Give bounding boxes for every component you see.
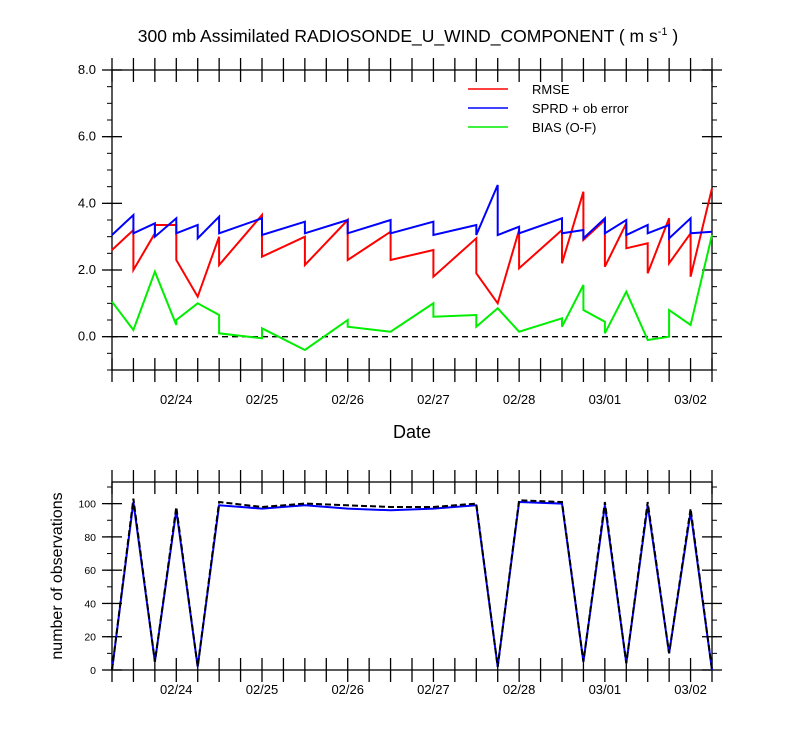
top-x-tick-label: 02/26 [331,392,364,407]
bottom-x-tick-label: 02/24 [160,682,193,697]
bottom-y-tick-labels: 100 80 60 40 20 0 [78,499,96,677]
top-y-tick-label: 0.0 [78,329,96,344]
top-x-tick-label: 02/25 [246,392,279,407]
top-series-sprd-ob-error [111,184,713,241]
top-x-tick-label: 02/27 [417,392,450,407]
bottom-x-tick-label: 02/28 [503,682,536,697]
top-series-bias-o-f [111,234,713,352]
top-x-tick-label: 03/01 [589,392,622,407]
legend: RMSE SPRD + ob error BIAS (O-F) [468,82,629,135]
top-y-tick-label: 8.0 [78,62,96,77]
bottom-x-tick-label: 02/25 [246,682,279,697]
legend-bias-label: BIAS (O-F) [532,120,596,135]
bottom-y-tick-label: 60 [84,565,96,577]
top-x-tick-label: 03/02 [674,392,707,407]
bottom-plot-series [111,498,713,671]
bottom-x-tick-label: 03/02 [674,682,707,697]
top-series-rmse [111,188,713,306]
bottom-y-tick-label: 0 [90,665,96,677]
top-y-tick-labels: 8.0 6.0 4.0 2.0 0.0 [78,62,96,344]
bottom-y-tick-label: 40 [84,598,96,610]
legend-sprd-label: SPRD + ob error [532,101,629,116]
bottom-x-tick-label: 02/26 [331,682,364,697]
bottom-plot-ticks [102,470,722,682]
top-y-tick-label: 6.0 [78,129,96,144]
bottom-x-tick-label: 03/01 [589,682,622,697]
legend-rmse-label: RMSE [532,82,570,97]
bottom-y-axis-label: number of observations [49,492,66,659]
bottom-series-assimilated [111,500,713,671]
bottom-y-tick-label: 80 [84,532,96,544]
top-plot-ticks [102,58,722,382]
chart-title-superscript: -1 [658,26,668,38]
chart-title-close: ) [668,26,679,46]
bottom-x-tick-label: 02/27 [417,682,450,697]
top-y-tick-label: 2.0 [78,262,96,277]
top-y-tick-label: 4.0 [78,195,96,210]
top-plot-series [111,184,713,352]
bottom-y-tick-label: 100 [78,499,96,511]
top-x-axis-label: Date [393,422,431,442]
top-x-tick-label: 02/24 [160,392,193,407]
bottom-x-tick-labels: 02/24 02/25 02/26 02/27 02/28 03/01 03/02 [160,682,707,697]
bottom-series-possible [111,498,713,671]
bottom-y-tick-label: 20 [84,632,96,644]
chart-title: 300 mb Assimilated RADIOSONDE_U_WIND_COM… [138,26,678,47]
top-x-tick-label: 02/28 [503,392,536,407]
top-x-tick-labels: 02/24 02/25 02/26 02/27 02/28 03/01 03/02 [160,392,707,407]
chart-title-main: 300 mb Assimilated RADIOSONDE_U_WIND_COM… [138,26,658,47]
